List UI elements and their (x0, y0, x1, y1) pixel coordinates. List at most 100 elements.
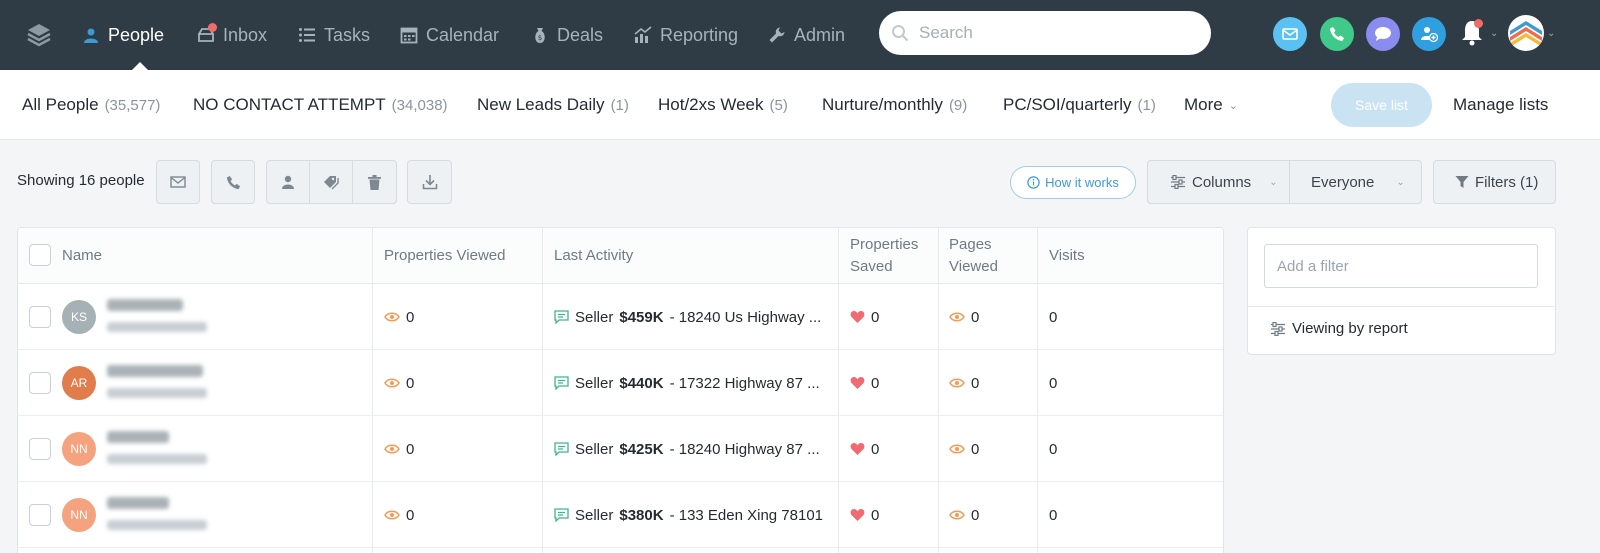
search-input[interactable]: Search (879, 11, 1211, 55)
list-icon (299, 28, 315, 42)
column-header-visits[interactable]: Visits (1049, 247, 1085, 264)
search-icon (892, 25, 909, 42)
table-row[interactable]: NN 0 Seller $380K - 133 Eden Xing 78101 … (18, 482, 1223, 548)
email-selected-button[interactable] (156, 160, 200, 204)
column-divider (372, 228, 373, 553)
activity-type: Seller (575, 506, 614, 524)
assign-person-button[interactable] (266, 160, 310, 204)
sliders-icon (1171, 175, 1185, 189)
list-tab-pc-soi-quarterly[interactable]: PC/SOI/quarterly (1) (1003, 70, 1156, 140)
saved-lists-bar: All People (35,577) NO CONTACT ATTEMPT (… (0, 70, 1600, 140)
list-tab-no-contact-attempt[interactable]: NO CONTACT ATTEMPT (34,038) (193, 70, 448, 140)
list-tab-all-people[interactable]: All People (35,577) (22, 70, 160, 140)
manage-lists-link[interactable]: Manage lists (1453, 95, 1549, 114)
everyone-label: Everyone (1311, 173, 1375, 191)
table-row[interactable]: AR 0 Seller $440K - 17322 Highway 87 ...… (18, 350, 1223, 416)
blurred-contact-name[interactable] (107, 299, 183, 311)
blurred-contact-name[interactable] (107, 431, 169, 443)
heart-icon (850, 311, 865, 323)
properties-viewed-cell: 0 (384, 284, 414, 350)
columns-label: Columns (1192, 173, 1252, 191)
row-checkbox[interactable] (29, 438, 51, 460)
blurred-contact-name[interactable] (107, 497, 169, 509)
calendar-icon (400, 27, 418, 44)
column-header-name[interactable]: Name (62, 247, 103, 264)
avatar: KS (62, 300, 96, 334)
message-icon (554, 310, 569, 324)
nav-inbox[interactable]: Inbox (197, 0, 267, 70)
activity-type: Seller (575, 308, 614, 326)
add-filter-input[interactable]: Add a filter (1264, 244, 1538, 288)
eye-icon (949, 312, 965, 322)
column-header-pages-viewed[interactable]: Pages Viewed (949, 228, 998, 284)
pages-viewed-cell: 0 (949, 416, 979, 482)
user-menu-chevron-down-icon[interactable]: ⌄ (1547, 28, 1556, 39)
table-row[interactable]: NN 0 Seller $425K - 18240 Highway 87 ...… (18, 416, 1223, 482)
nav-admin[interactable]: Admin (768, 0, 845, 70)
row-checkbox[interactable] (29, 504, 51, 526)
everyone-dropdown[interactable]: Everyone ⌄ (1289, 160, 1422, 204)
how-it-works-label: How it works (1045, 175, 1119, 190)
filters-toggle-button[interactable]: Filters (1) (1433, 160, 1556, 204)
call-button[interactable] (1320, 17, 1354, 51)
avatar: AR (62, 366, 96, 400)
columns-dropdown[interactable]: Columns ⌄ (1147, 160, 1290, 204)
tag-button[interactable] (309, 160, 353, 204)
column-header-properties-viewed[interactable]: Properties Viewed (384, 247, 506, 264)
column-header-properties-saved[interactable]: Properties Saved (850, 228, 918, 284)
blurred-contact-name[interactable] (107, 365, 203, 377)
last-activity-cell[interactable]: Seller $459K - 18240 Us Highway ... (554, 284, 821, 350)
email-button[interactable] (1273, 17, 1307, 51)
nav-reporting-label: Reporting (660, 24, 739, 45)
eye-icon (949, 444, 965, 454)
phone-icon (1330, 27, 1344, 41)
nav-calendar[interactable]: Calendar (400, 0, 499, 70)
header-line: Saved (850, 258, 893, 275)
list-tab-count: (35,577) (104, 96, 161, 114)
last-activity-cell[interactable]: Seller $440K - 17322 Highway 87 ... (554, 350, 820, 416)
row-checkbox[interactable] (29, 372, 51, 394)
export-button[interactable] (407, 160, 452, 204)
notifications-chevron-down-icon[interactable]: ⌄ (1490, 28, 1499, 39)
activity-price: $459K (619, 308, 664, 326)
last-activity-cell[interactable]: Seller $380K - 133 Eden Xing 78101 (554, 482, 823, 548)
envelope-icon (170, 176, 186, 188)
select-all-checkbox[interactable] (29, 244, 51, 266)
nav-reporting[interactable]: Reporting (634, 0, 738, 70)
properties-viewed-value: 0 (406, 308, 415, 326)
chat-button[interactable] (1366, 17, 1400, 51)
top-navigation-bar: People Inbox Tasks Calendar $ De (0, 0, 1600, 71)
column-divider (938, 228, 939, 553)
eye-icon (949, 378, 965, 388)
nav-people[interactable]: People (82, 0, 164, 70)
column-header-last-activity[interactable]: Last Activity (554, 247, 634, 264)
activity-type: Seller (575, 440, 614, 458)
add-person-button[interactable] (1412, 17, 1446, 51)
save-list-button[interactable]: Save list (1331, 83, 1432, 127)
pages-viewed-value: 0 (971, 440, 980, 458)
list-tab-label: PC/SOI/quarterly (1003, 95, 1132, 114)
nav-inbox-label: Inbox (223, 24, 268, 45)
table-row[interactable]: KS 0 Seller $459K - 18240 Us Highway ...… (18, 284, 1223, 350)
notification-dot (1474, 19, 1483, 28)
list-tab-new-leads-daily[interactable]: New Leads Daily (1) (477, 70, 629, 140)
list-tab-hot-2xs-week[interactable]: Hot/2xs Week (5) (658, 70, 788, 140)
person-icon (282, 175, 294, 189)
row-checkbox[interactable] (29, 306, 51, 328)
pages-viewed-cell: 0 (949, 350, 979, 416)
pages-viewed-cell: 0 (949, 482, 979, 548)
viewing-by-report-toggle[interactable]: Viewing by report (1270, 320, 1408, 337)
properties-saved-value: 0 (871, 506, 880, 524)
user-avatar[interactable] (1508, 15, 1544, 51)
how-it-works-button[interactable]: How it works (1010, 166, 1136, 199)
notifications-button[interactable] (1460, 18, 1486, 48)
last-activity-cell[interactable]: Seller $425K - 18240 Highway 87 ... (554, 416, 820, 482)
more-lists-dropdown[interactable]: More ⌄ (1184, 70, 1238, 140)
nav-deals[interactable]: $ Deals (531, 0, 603, 70)
app-logo-icon[interactable] (26, 22, 52, 48)
call-selected-button[interactable] (211, 160, 255, 204)
delete-button[interactable] (352, 160, 397, 204)
nav-tasks[interactable]: Tasks (298, 0, 370, 70)
list-tab-nurture-monthly[interactable]: Nurture/monthly (9) (822, 70, 967, 140)
eye-icon (384, 312, 400, 322)
